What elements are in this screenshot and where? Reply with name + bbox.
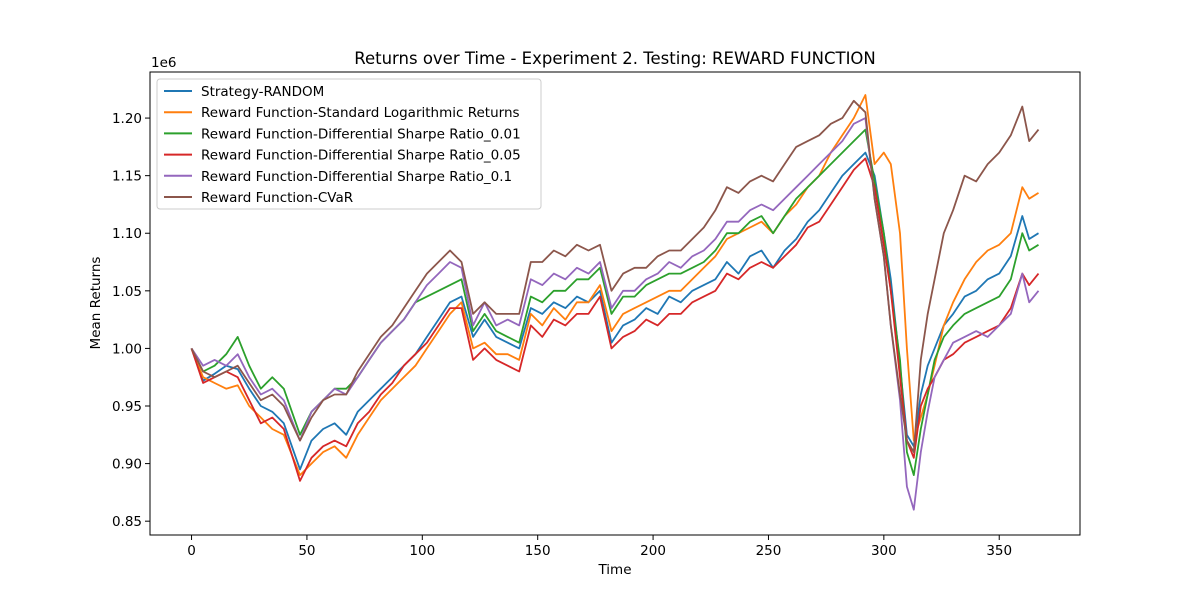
y-tick-label: 0.95 xyxy=(112,399,142,415)
legend-label-5: Reward Function-Differential Sharpe Rati… xyxy=(201,169,512,185)
series-line-6 xyxy=(190,99,1040,454)
y-tick-label: 0.85 xyxy=(112,514,142,530)
y-tick-label: 1.00 xyxy=(112,341,142,357)
x-tick-label: 0 xyxy=(187,543,196,559)
x-tick-label: 350 xyxy=(986,543,1012,559)
legend-label-1: Strategy-RANDOM xyxy=(201,84,324,100)
plot-frame xyxy=(149,71,1081,536)
chart-title: Returns over Time - Experiment 2. Testin… xyxy=(354,49,876,68)
x-axis-label: Time xyxy=(597,562,631,578)
x-tick-label: 100 xyxy=(409,543,435,559)
legend-label-2: Reward Function-Standard Logarithmic Ret… xyxy=(201,105,520,121)
x-tick-label: 150 xyxy=(525,543,551,559)
x-tick-label: 200 xyxy=(640,543,666,559)
y-tick-label: 1.20 xyxy=(112,111,142,127)
legend-label-6: Reward Function-CVaR xyxy=(201,190,353,206)
y-tick-label: 0.90 xyxy=(112,457,142,473)
y-tick-label: 1.05 xyxy=(112,284,142,300)
legend-label-4: Reward Function-Differential Sharpe Rati… xyxy=(201,148,521,164)
legend-label-3: Reward Function-Differential Sharpe Rati… xyxy=(201,126,521,142)
series-line-5 xyxy=(190,117,1040,511)
legend: Strategy-RANDOM Reward Function-Standard … xyxy=(156,78,542,210)
legend-box xyxy=(156,78,542,210)
x-tick-label: 300 xyxy=(871,543,897,559)
series-line-3 xyxy=(190,128,1039,477)
x-tick-label: 50 xyxy=(298,543,315,559)
axes: 0 50 100 150 200 250 300 350 0.85 0.90 0.95 1.00 1.0… xyxy=(112,71,1081,559)
x-tick-label: 250 xyxy=(756,543,782,559)
y-offset-label: 1e6 xyxy=(151,55,176,71)
y-axis-label: Mean Returns xyxy=(88,257,104,350)
y-tick-label: 1.15 xyxy=(112,169,142,185)
series-line-4 xyxy=(190,157,1040,482)
y-tick-label: 1.10 xyxy=(112,226,142,242)
plot-area xyxy=(190,94,1040,511)
